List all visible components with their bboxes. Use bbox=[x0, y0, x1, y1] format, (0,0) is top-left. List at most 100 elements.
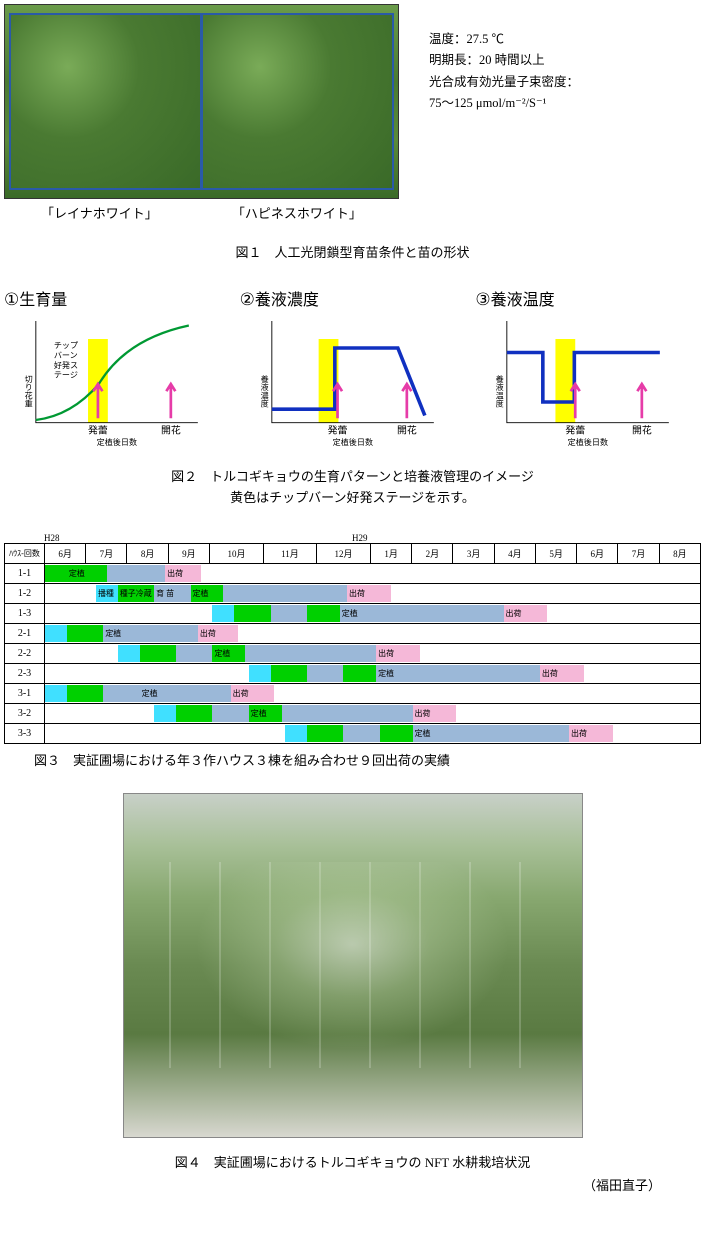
cond-ppfd-value: 75～125 μmol/m⁻²/S⁻¹ bbox=[429, 93, 579, 114]
gantt-segment: 定植 bbox=[140, 685, 173, 702]
month-header: 1月 bbox=[371, 543, 412, 563]
tray-labels: 「レイナホワイト」 「ハピネスホワイト」 bbox=[4, 203, 399, 222]
nft-cultivation-photo bbox=[123, 793, 583, 1138]
month-header: 6月 bbox=[577, 543, 618, 563]
gantt-segment bbox=[373, 605, 504, 622]
gantt-segment bbox=[140, 645, 176, 662]
cond-ppfd-label: 光合成有効光量子束密度： bbox=[429, 72, 579, 93]
growing-conditions: 温度：27.5 ℃ 明期長：20 時間以上 光合成有効光量子束密度： 75～12… bbox=[429, 29, 579, 114]
month-header: 11月 bbox=[263, 543, 316, 563]
chart-2: ②養液濃度発蕾開花養液濃度定植後日数 bbox=[240, 286, 466, 451]
gantt-segment bbox=[307, 665, 343, 682]
variety-label-right: 「ハピネスホワイト」 bbox=[232, 203, 362, 222]
gantt-table: ﾊｳｽ-回数6月7月8月9月10月11月12月1月2月3月4月5月6月7月8月 … bbox=[4, 543, 701, 744]
gantt-year-labels: H28 H29 bbox=[44, 533, 701, 543]
gantt-segment: 定植 bbox=[212, 645, 245, 662]
svg-text:開花: 開花 bbox=[632, 424, 652, 437]
chart-svg: 発蕾開花チップバーン好発ステージ切り花重定植後日数 bbox=[4, 312, 230, 447]
svg-text:定植後日数: 定植後日数 bbox=[568, 437, 608, 447]
gantt-bar-cell: 定植出荷 bbox=[45, 663, 701, 683]
gantt-row-label: 1-1 bbox=[5, 563, 45, 583]
month-header: 2月 bbox=[412, 543, 453, 563]
gantt-row-label: 2-3 bbox=[5, 663, 45, 683]
gantt-segment bbox=[343, 665, 376, 682]
gantt-segment bbox=[67, 625, 103, 642]
gantt-segment bbox=[307, 605, 340, 622]
month-header: 8月 bbox=[127, 543, 168, 563]
gantt-segment bbox=[212, 705, 248, 722]
cond-photoperiod: 明期長：20 時間以上 bbox=[429, 50, 579, 71]
gantt-segment bbox=[45, 625, 67, 642]
gantt-segment bbox=[45, 565, 67, 582]
cond-temperature: 温度：27.5 ℃ bbox=[429, 29, 579, 50]
gantt-segment: 定植 bbox=[249, 705, 282, 722]
figure-2-charts: ①生育量発蕾開花チップバーン好発ステージ切り花重定植後日数②養液濃度発蕾開花養液… bbox=[4, 286, 701, 451]
gantt-segment bbox=[107, 565, 165, 582]
gantt-row: 3-2 定植 出荷 bbox=[5, 703, 701, 723]
gantt-segment bbox=[234, 605, 270, 622]
gantt-row: 1-2播種種子冷蔵育 苗定植出荷 bbox=[5, 583, 701, 603]
figure-3-caption: 図３ 実証圃場における年３作ハウス３棟を組み合わせ９回出荷の実績 bbox=[34, 750, 701, 769]
svg-text:バーン: バーン bbox=[54, 351, 78, 360]
gantt-segment bbox=[245, 645, 376, 662]
chart-svg: 発蕾開花養液濃度定植後日数 bbox=[240, 312, 466, 447]
svg-text:発蕾: 発蕾 bbox=[88, 424, 108, 437]
figure-1-caption: 図１ 人工光閉鎖型育苗条件と苗の形状 bbox=[4, 242, 701, 261]
variety-label-left: 「レイナホワイト」 bbox=[41, 203, 158, 222]
svg-text:定植後日数: 定植後日数 bbox=[97, 437, 137, 447]
chart-title: ③養液温度 bbox=[475, 286, 701, 310]
gantt-segment bbox=[67, 685, 103, 702]
svg-text:好発ス: 好発ス bbox=[54, 360, 78, 370]
gantt-row: 2-1定植出荷 bbox=[5, 623, 701, 643]
gantt-segment bbox=[380, 725, 413, 742]
chart-svg: 発蕾開花養液温度定植後日数 bbox=[475, 312, 701, 447]
fig2-caption-line2: 黄色はチップバーン好発ステージを示す。 bbox=[4, 488, 701, 509]
gantt-row-label: 3-1 bbox=[5, 683, 45, 703]
month-header: 3月 bbox=[453, 543, 494, 563]
month-header: 12月 bbox=[317, 543, 371, 563]
gantt-segment: 出荷 bbox=[198, 625, 238, 642]
gantt-segment bbox=[271, 605, 307, 622]
svg-text:開花: 開花 bbox=[397, 424, 417, 437]
chart-title: ①生育量 bbox=[4, 286, 230, 310]
gantt-segment: 出荷 bbox=[165, 565, 201, 582]
gantt-segment: 定植 bbox=[67, 565, 107, 582]
gantt-bar-cell: 播種種子冷蔵育 苗定植出荷 bbox=[45, 583, 701, 603]
svg-text:養液温度: 養液温度 bbox=[495, 374, 504, 408]
gantt-segment: 出荷 bbox=[231, 685, 275, 702]
gantt-row: 3-3定植出荷 bbox=[5, 723, 701, 743]
gantt-segment: 出荷 bbox=[376, 645, 420, 662]
gantt-segment: 定植 bbox=[191, 585, 224, 602]
gantt-segment: 出荷 bbox=[504, 605, 548, 622]
gantt-row-label: 3-2 bbox=[5, 703, 45, 723]
month-header: 8月 bbox=[659, 543, 700, 563]
gantt-segment bbox=[45, 685, 67, 702]
gantt-bar-cell: 定植出荷 bbox=[45, 723, 701, 743]
gantt-segment: 種子冷蔵 bbox=[118, 585, 154, 602]
svg-text:発蕾: 発蕾 bbox=[327, 424, 347, 437]
gantt-segment bbox=[409, 665, 540, 682]
month-header: 6月 bbox=[45, 543, 86, 563]
gantt-segment: 定植 bbox=[376, 665, 409, 682]
gantt-segment bbox=[445, 725, 569, 742]
gantt-segment bbox=[176, 645, 212, 662]
gantt-bar-cell: 定植 出荷 bbox=[45, 703, 701, 723]
gantt-segment bbox=[172, 685, 230, 702]
svg-text:養液濃度: 養液濃度 bbox=[260, 374, 269, 408]
gantt-corner-header: ﾊｳｽ-回数 bbox=[5, 543, 45, 563]
figure-4-block bbox=[4, 793, 701, 1138]
month-header: 10月 bbox=[209, 543, 263, 563]
year-h29: H29 bbox=[352, 533, 368, 543]
gantt-segment bbox=[103, 685, 139, 702]
gantt-row: 1-1 定植 出荷 bbox=[5, 563, 701, 583]
figure-2-caption: 図２ トルコギキョウの生育パターンと培養液管理のイメージ 黄色はチップバーン好発… bbox=[4, 467, 701, 509]
month-header: 7月 bbox=[618, 543, 659, 563]
gantt-segment bbox=[140, 625, 198, 642]
chart-1: ①生育量発蕾開花チップバーン好発ステージ切り花重定植後日数 bbox=[4, 286, 230, 451]
gantt-row: 2-2定植出荷 bbox=[5, 643, 701, 663]
gantt-segment: 定植 bbox=[413, 725, 446, 742]
gantt-segment: 播種 bbox=[96, 585, 118, 602]
svg-text:テージ: テージ bbox=[54, 371, 78, 380]
gantt-segment: 定植 bbox=[340, 605, 373, 622]
gantt-segment: 出荷 bbox=[413, 705, 457, 722]
